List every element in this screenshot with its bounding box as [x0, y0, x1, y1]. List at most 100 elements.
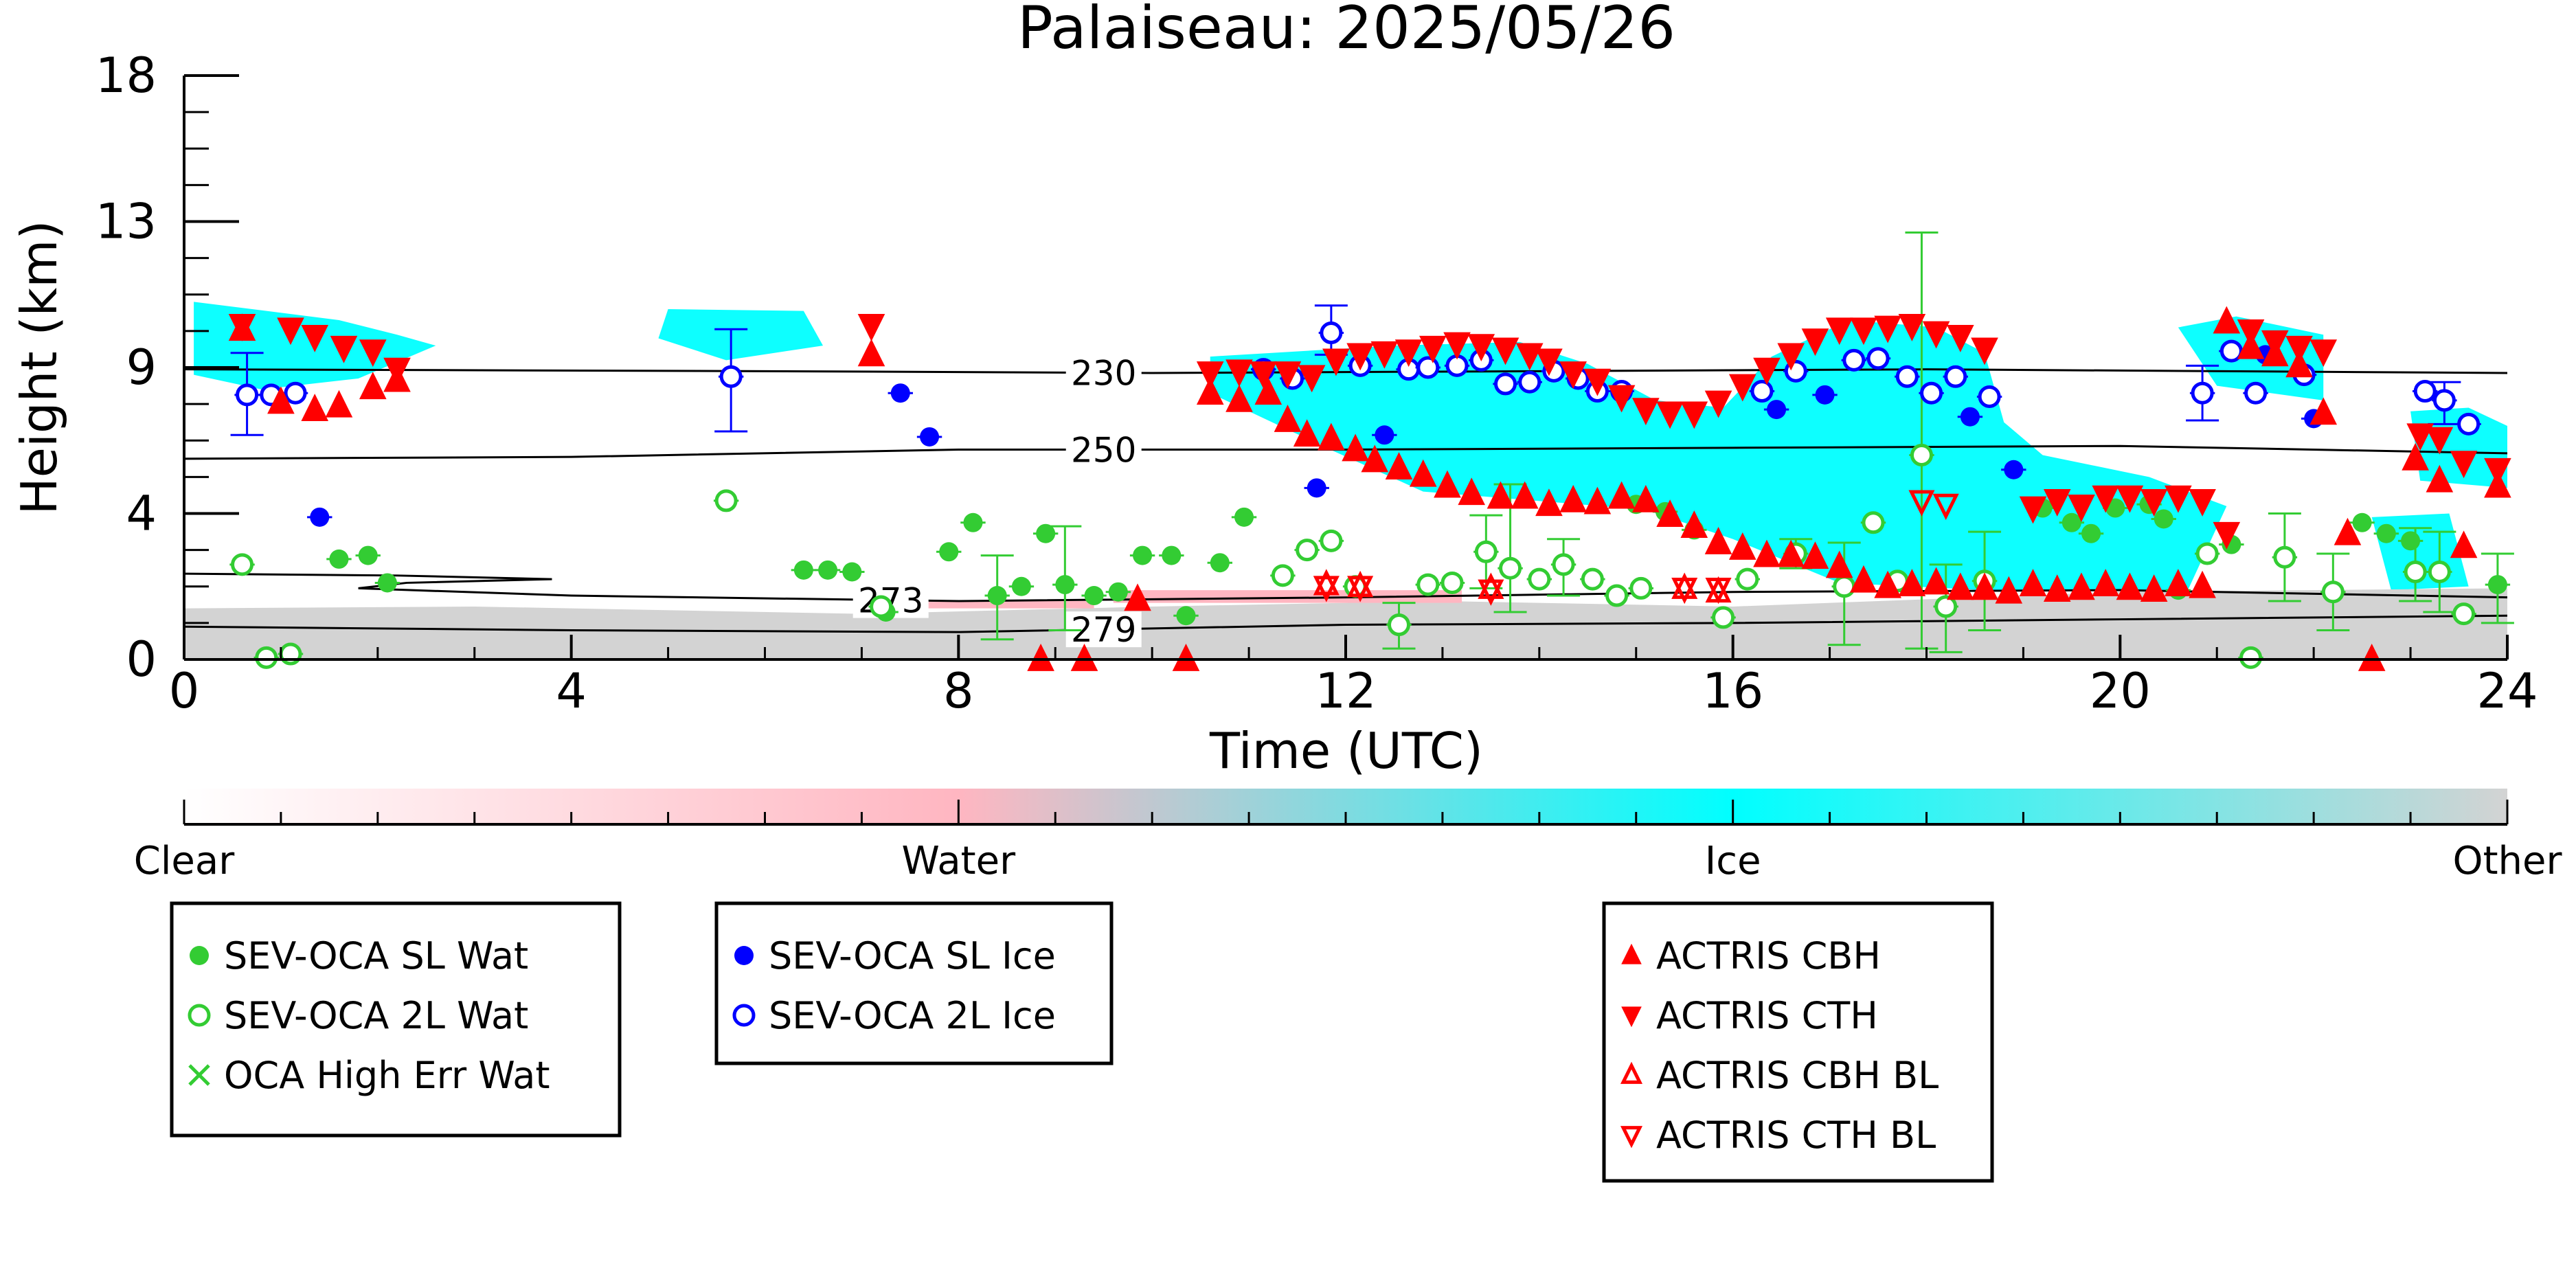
- marker-actris-cth: [1607, 385, 1636, 413]
- marker-sev-oca-sl-wat: [377, 573, 397, 593]
- legend-label: OCA High Err Wat: [224, 1054, 550, 1097]
- legend-marker: [1621, 943, 1642, 964]
- data-markers: [228, 306, 2511, 671]
- marker-sev-oca-2l-wat: [2239, 646, 2263, 669]
- marker-actris-cth: [2285, 335, 2313, 363]
- colorbar: Clear Water Ice Other: [134, 789, 2562, 883]
- legend-frame: [1602, 901, 1994, 1183]
- marker-sev-oca-2l-wat: [1528, 567, 1551, 591]
- marker-actris-cth-bl: [1347, 576, 1374, 602]
- marker-actris-cth: [1491, 337, 1519, 365]
- marker-actris-cth: [1559, 361, 1587, 389]
- marker-sev-oca-2l-ice: [284, 381, 307, 405]
- marker-sev-oca-sl-wat: [1084, 586, 1104, 606]
- marker-sev-oca-sl-wat: [842, 562, 862, 582]
- marker-sev-oca-2l-ice: [1944, 365, 1967, 388]
- marker-sev-oca-2l-wat: [1605, 584, 1629, 607]
- marker-sev-oca-sl-ice: [920, 427, 940, 447]
- marker-actris-cth: [2068, 494, 2095, 522]
- legend-label: ACTRIS CBH: [1656, 934, 1881, 978]
- marker-sev-oca-sl-wat: [793, 560, 813, 580]
- marker-actris-cbh: [857, 339, 885, 367]
- marker-actris-cth: [330, 335, 358, 363]
- x-tick-label: 16: [1702, 663, 1763, 719]
- marker-actris-cbh: [301, 394, 329, 421]
- marker-actris-cth: [1394, 339, 1423, 368]
- marker-actris-cbh: [1801, 541, 1829, 569]
- marker-actris-cth-bl: [1313, 576, 1340, 602]
- legend-label: ACTRIS CTH: [1656, 994, 1878, 1037]
- marker-actris-cbh: [1947, 572, 1974, 600]
- marker-actris-cth: [2426, 427, 2454, 455]
- marker-actris-cbh: [1559, 484, 1587, 512]
- marker-actris-cth: [1196, 361, 1224, 389]
- region-water: [919, 601, 1094, 609]
- isotherm-250: [184, 444, 2507, 460]
- x-tick-label: 4: [556, 663, 587, 719]
- marker-actris-cbh: [1922, 567, 1950, 595]
- marker-actris-cth: [2406, 423, 2434, 451]
- marker-actris-cth: [1874, 315, 1901, 343]
- marker-sev-oca-2l-ice: [1978, 385, 2001, 408]
- legend-marker: [732, 1004, 756, 1027]
- marker-actris-cbh: [1777, 539, 1805, 567]
- marker-sev-oca-2l-ice: [2432, 389, 2456, 412]
- marker-actris-cth: [2165, 485, 2192, 513]
- marker-actris-cth: [1704, 390, 1732, 418]
- marker-actris-cth: [1346, 343, 1374, 371]
- marker-actris-cbh: [2426, 464, 2454, 493]
- marker-actris-cth: [1850, 317, 1877, 346]
- marker-actris-cbh: [1753, 539, 1781, 567]
- marker-sev-oca-2l-ice: [1320, 321, 1343, 345]
- marker-sev-oca-2l-ice: [2457, 412, 2481, 436]
- marker-actris-cbh: [1434, 470, 1461, 498]
- marker-actris-cbh: [1361, 444, 1389, 473]
- marker-sev-oca-sl-wat: [2487, 575, 2507, 595]
- marker-actris-cbh: [1385, 452, 1413, 479]
- marker-sev-oca-sl-ice: [1307, 478, 1326, 498]
- marker-actris-cbh: [1971, 572, 1998, 600]
- marker-sev-oca-2l-wat: [1499, 556, 1522, 580]
- marker-actris-cbh: [1995, 576, 2023, 604]
- marker-actris-cth-bl: [1908, 490, 1935, 517]
- isotherm-label: 279: [1071, 610, 1136, 650]
- marker-actris-cth: [1467, 334, 1495, 362]
- legend-label: SEV-OCA 2L Wat: [224, 994, 528, 1037]
- legend-label: ACTRIS CBH BL: [1656, 1054, 1939, 1097]
- marker-sev-oca-sl-wat: [2081, 523, 2101, 543]
- marker-actris-cth: [1825, 317, 1853, 346]
- marker-sev-oca-2l-wat: [1581, 567, 1604, 591]
- legend-marker: [1621, 1006, 1642, 1028]
- marker-sev-oca-2l-ice: [1750, 380, 1774, 403]
- marker-sev-oca-2l-ice: [1842, 348, 1866, 372]
- y-tick-label: 13: [95, 194, 157, 250]
- marker-sev-oca-sl-wat: [987, 586, 1007, 606]
- marker-actris-cbh: [1632, 484, 1660, 512]
- marker-actris-cth: [1971, 337, 1998, 365]
- marker-actris-cbh: [1874, 570, 1901, 598]
- marker-sev-oca-2l-ice: [2244, 381, 2268, 405]
- marker-actris-cbh: [1124, 583, 1151, 611]
- marker-actris-cth: [1250, 361, 1278, 389]
- marker-actris-cbh: [2402, 442, 2429, 471]
- y-tick-label: 4: [126, 486, 157, 542]
- marker-actris-cbh: [2019, 569, 2047, 596]
- marker-sev-oca-2l-wat: [1552, 553, 1575, 576]
- isotherm-label-bg: [1065, 354, 1142, 391]
- marker-actris-cbh: [1728, 532, 1756, 560]
- marker-sev-oca-sl-wat: [1176, 606, 1196, 626]
- marker-sev-oca-2l-ice: [719, 365, 743, 388]
- marker-actris-cth: [1322, 348, 1350, 376]
- marker-actris-cth: [2019, 496, 2047, 524]
- isotherm-label: 230: [1071, 354, 1136, 394]
- isotherm-label-bg: [1065, 431, 1142, 468]
- legend-label: SEV-OCA SL Wat: [224, 934, 528, 978]
- marker-sev-oca-2l-wat: [1440, 571, 1464, 594]
- marker-actris-cth: [1274, 361, 1302, 389]
- marker-actris-cth: [1419, 335, 1447, 363]
- marker-actris-cth: [2116, 485, 2144, 513]
- y-tick-label: 9: [126, 339, 157, 396]
- marker-actris-cbh: [1458, 477, 1485, 506]
- marker-actris-cbh: [1535, 488, 1563, 517]
- marker-sev-oca-sl-ice: [1767, 400, 1787, 420]
